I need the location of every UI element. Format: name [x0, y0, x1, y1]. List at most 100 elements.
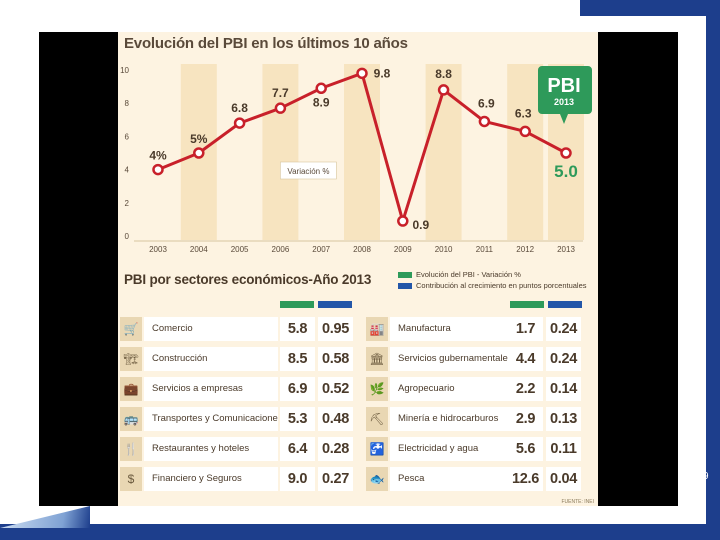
variacion-value: 2.9 — [508, 407, 543, 431]
data-point-2009 — [397, 215, 409, 227]
x-tick-label: 2010 — [435, 245, 453, 254]
variacion-value: 8.5 — [280, 347, 315, 371]
sector-row: $ Financiero y Seguros 9.0 0.27 — [120, 466, 360, 492]
x-tick-label: 2009 — [394, 245, 412, 254]
point-label-2009: 0.9 — [412, 218, 429, 232]
decor-bottom-bar — [0, 524, 720, 540]
series-label-box — [280, 161, 337, 180]
contribucion-value: 0.04 — [546, 467, 581, 491]
contribucion-value: 0.52 — [318, 377, 353, 401]
legend-swatch-blue — [398, 282, 412, 289]
pbi-badge-year: 2013 — [554, 97, 574, 107]
decor-top-right-bar — [580, 0, 720, 16]
contribucion-value: 0.24 — [546, 317, 581, 341]
sector-row: 🏭 Manufactura 1.7 0.24 — [366, 316, 598, 342]
sector-name: Electricidad y agua — [390, 437, 524, 461]
y-tick-label: 8 — [125, 99, 130, 108]
contribucion-value: 0.27 — [318, 467, 353, 491]
legend-swatch-green — [398, 271, 412, 278]
data-point-2004 — [193, 147, 205, 159]
building-icon: 🏗 — [120, 347, 142, 371]
y-tick-label: 10 — [120, 66, 129, 75]
sector-name: Construcción — [144, 347, 278, 371]
variacion-value: 5.3 — [280, 407, 315, 431]
variacion-value: 1.7 — [508, 317, 543, 341]
sectors-title: PBI por sectores económicos-Año 2013 — [124, 272, 372, 287]
legend-item-variacion: Evolución del PBI - Variación % — [398, 269, 587, 280]
variacion-value: 6.4 — [280, 437, 315, 461]
cart-icon: 🛒 — [120, 317, 142, 341]
sector-name: Servicios gubernamentales — [390, 347, 524, 371]
sector-row: 🚌 Transportes y Comunicaciones 5.3 0.48 — [120, 406, 360, 432]
sector-name: Financiero y Seguros — [144, 467, 278, 491]
contribucion-value: 0.28 — [318, 437, 353, 461]
x-tick-label: 2013 — [557, 245, 575, 254]
data-point-2006 — [274, 102, 287, 114]
data-point-2011 — [478, 115, 491, 128]
sector-row: 🏛 Servicios gubernamentales 4.4 0.24 — [366, 346, 598, 372]
variacion-value: 4.4 — [508, 347, 543, 371]
pbi-line-chart: 0 2 4 6 8 10 2003 2004 2005 2006 2007 2008 2009 2010… — [120, 64, 592, 254]
right-variacion-bar — [510, 301, 544, 308]
data-point-2005 — [233, 117, 246, 129]
series-label-text: Variación % — [287, 167, 329, 176]
sector-row: 🛒 Comercio 5.8 0.95 — [120, 316, 360, 342]
y-tick-label: 4 — [125, 166, 130, 175]
year-band-2008 — [344, 64, 380, 240]
sector-row: 🍴 Restaurantes y hoteles 6.4 0.28 — [120, 436, 360, 462]
legend-item-contribucion: Contribución al crecimiento en puntos po… — [398, 280, 587, 291]
right-contribucion-bar — [548, 301, 582, 308]
government-icon: 🏛 — [366, 347, 388, 371]
variacion-value: 5.6 — [508, 437, 543, 461]
contribucion-value: 0.13 — [546, 407, 581, 431]
sector-name: Transportes y Comunicaciones — [144, 407, 278, 431]
contribucion-value: 0.48 — [318, 407, 353, 431]
right-header-bars — [510, 301, 586, 308]
pbi-infographic: Evolución del PBI en los últimos 10 años… — [118, 32, 598, 506]
x-tick-label: 2007 — [312, 245, 330, 254]
dollar-icon: $ — [120, 467, 142, 491]
variacion-value: 12.6 — [508, 467, 543, 491]
left-header-bars — [280, 301, 356, 308]
point-label-2008: 9.8 — [374, 66, 391, 80]
decor-right-bar — [706, 16, 720, 524]
pbi-badge-text: PBI — [547, 75, 580, 97]
contribucion-value: 0.95 — [318, 317, 353, 341]
briefcase-icon: 💼 — [120, 377, 142, 401]
contribucion-value: 0.24 — [546, 347, 581, 371]
data-point-2013 — [560, 147, 572, 159]
point-label-2010: 8.8 — [435, 67, 452, 81]
point-label-2005: 6.8 — [231, 101, 248, 115]
sector-name: Servicios a empresas — [144, 377, 278, 401]
y-tick-label: 0 — [125, 232, 130, 241]
x-tick-label: 2006 — [272, 245, 290, 254]
sector-row: 🐟 Pesca 12.6 0.04 — [366, 466, 598, 492]
bus-icon: 🚌 — [120, 407, 142, 431]
sector-name: Comercio — [144, 317, 278, 341]
fish-icon: 🐟 — [366, 467, 388, 491]
point-label-2013: 5.0 — [554, 162, 578, 181]
point-label-2012: 6.3 — [515, 106, 532, 120]
legend-label-variacion: Evolución del PBI - Variación % — [416, 270, 521, 279]
sector-name: Pesca — [390, 467, 524, 491]
data-point-2010 — [437, 84, 450, 96]
sector-name: Manufactura — [390, 317, 524, 341]
point-label-2004: 5% — [190, 132, 208, 146]
utensils-icon: 🍴 — [120, 437, 142, 461]
decor-bottom-swoosh — [0, 506, 90, 528]
x-tick-label: 2011 — [476, 245, 494, 254]
sector-row: ⛏ Minería e hidrocarburos 2.9 0.13 — [366, 406, 598, 432]
sector-row: 🚰 Electricidad y agua 5.6 0.11 — [366, 436, 598, 462]
point-label-2003: 4% — [149, 149, 167, 163]
slide-number: 9 — [703, 471, 709, 482]
sectors-legend: Evolución del PBI - Variación % Contribu… — [398, 269, 587, 291]
leaf-icon: 🌿 — [366, 377, 388, 401]
x-tick-label: 2004 — [190, 245, 208, 254]
y-tick-label: 2 — [125, 199, 130, 208]
contribucion-value: 0.11 — [546, 437, 581, 461]
contribucion-value: 0.58 — [318, 347, 353, 371]
legend-label-contribucion: Contribución al crecimiento en puntos po… — [416, 281, 587, 290]
variacion-value: 2.2 — [508, 377, 543, 401]
x-tick-label: 2012 — [516, 245, 534, 254]
point-label-2011: 6.9 — [478, 96, 495, 110]
